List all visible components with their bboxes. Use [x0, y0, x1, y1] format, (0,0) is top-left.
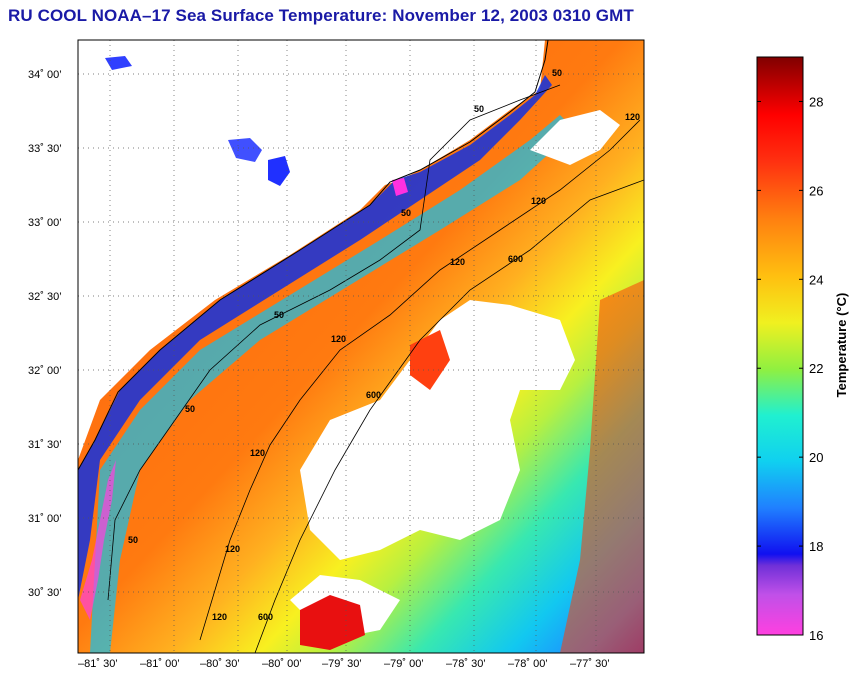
- lon-tick-label: –80˚ 00’: [262, 658, 302, 670]
- map-frame: [77, 39, 645, 654]
- contour-label: 120: [625, 112, 640, 122]
- bay-warm: [392, 178, 408, 196]
- contour-label: 50: [474, 104, 484, 114]
- lat-tick-label: 34˚ 00’: [28, 69, 62, 81]
- cloud-mask-small: [530, 110, 620, 165]
- isobath-120m: [199, 119, 641, 641]
- isobath-50m: [107, 84, 561, 601]
- contour-label: 600: [508, 254, 523, 264]
- colorbar-tick-label: 20: [809, 450, 823, 465]
- colorbar-tick-label: 24: [809, 272, 823, 287]
- coastal-cold-band: [78, 75, 552, 600]
- inland-water: [268, 156, 290, 186]
- lat-tick-label: 32˚ 00’: [28, 365, 62, 377]
- hot-spot: [300, 595, 365, 650]
- map-title: RU COOL NOAA–17 Sea Surface Temperature:…: [8, 6, 634, 25]
- lon-tick-label: –79˚ 30’: [322, 658, 362, 670]
- lon-tick-label: –77˚ 30’: [570, 658, 610, 670]
- lat-tick-label: 31˚ 00’: [28, 513, 62, 525]
- contour-label: 600: [366, 390, 381, 400]
- colorbar-tick-label: 16: [809, 628, 823, 643]
- coastal-marsh: [80, 460, 116, 620]
- contour-label: 50: [274, 310, 284, 320]
- warm-eddy: [410, 330, 450, 390]
- contour-label: 120: [225, 544, 240, 554]
- lon-tick-label: –81˚ 00’: [140, 658, 180, 670]
- contour-label: 600: [258, 612, 273, 622]
- lon-tick-label: –80˚ 30’: [200, 658, 240, 670]
- lat-tick-label: 31˚ 30’: [28, 439, 62, 451]
- lat-tick-label: 32˚ 30’: [28, 291, 62, 303]
- contour-label: 50: [128, 535, 138, 545]
- colorbar-tick-label: 28: [809, 94, 823, 109]
- coastal-cool-band: [90, 115, 575, 653]
- graticule: [78, 40, 644, 653]
- contour-label: 50: [552, 68, 562, 78]
- colorbar-tick-label: 22: [809, 361, 823, 376]
- contour-label: 50: [401, 208, 411, 218]
- contour-label: 120: [212, 612, 227, 622]
- contour-label: 120: [531, 196, 546, 206]
- colorbar-tick-label: 26: [809, 183, 823, 198]
- colorbar: 28 26 24 22 20 18 16 Temperature (°C): [756, 56, 849, 643]
- lat-tick-label: 30˚ 30’: [28, 587, 62, 599]
- lat-tick-label: 33˚ 00’: [28, 217, 62, 229]
- lon-tick-label: –78˚ 00’: [508, 658, 548, 670]
- lat-tick-label: 33˚ 30’: [28, 143, 62, 155]
- coastline: [78, 40, 549, 471]
- lon-tick-label: –81˚ 30’: [78, 658, 118, 670]
- colorbar-tick-label: 18: [809, 539, 823, 554]
- lon-tick-label: –79˚ 00’: [384, 658, 424, 670]
- inland-water: [105, 56, 132, 70]
- colorbar-scale: [756, 56, 804, 636]
- colorbar-title: Temperature (°C): [834, 293, 849, 398]
- lon-tick-label: –78˚ 30’: [446, 658, 486, 670]
- cloud-mask: [300, 300, 575, 560]
- inland-water: [228, 138, 262, 162]
- isobath-600m: [254, 179, 644, 653]
- contour-label: 50: [185, 404, 195, 414]
- contour-label: 120: [250, 448, 265, 458]
- contour-label: 120: [450, 257, 465, 267]
- contour-label: 120: [331, 334, 346, 344]
- gulf-stream-warm-core: [560, 280, 644, 653]
